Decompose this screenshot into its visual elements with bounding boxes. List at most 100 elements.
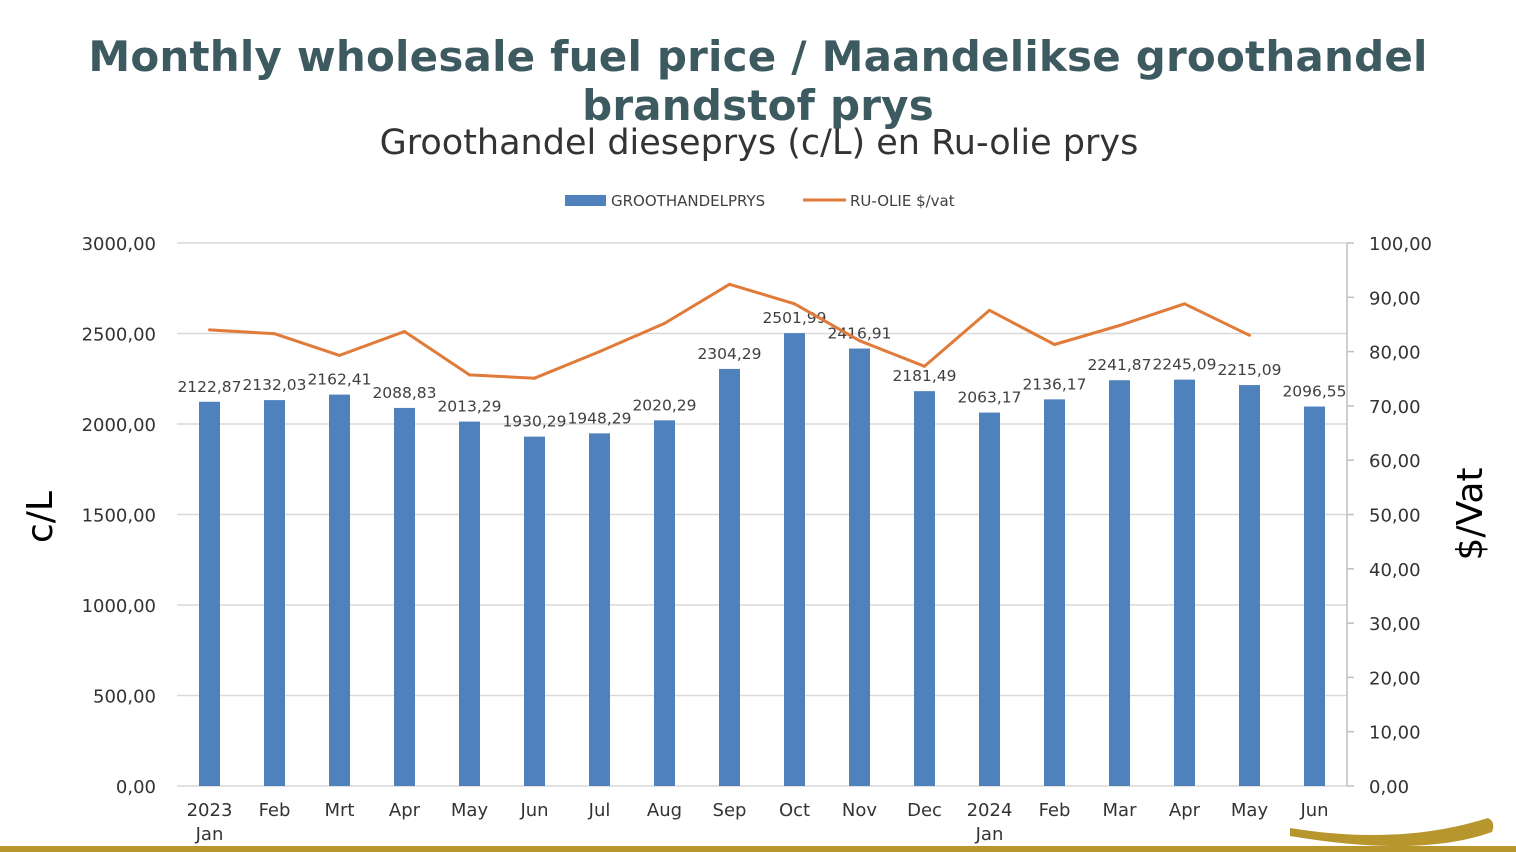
slide-title: Monthly wholesale fuel price / Maandelik… — [88, 32, 1428, 130]
line-point — [1248, 333, 1251, 337]
bar-data-label: 2013,29 — [437, 398, 501, 416]
bar — [199, 401, 220, 786]
bar — [264, 400, 285, 786]
bar — [914, 391, 935, 786]
bar-data-label: 2181,49 — [892, 367, 956, 385]
y2-tick-label: 50,00 — [1369, 506, 1421, 527]
bar-data-label: 2020,29 — [632, 396, 696, 414]
line-point — [468, 373, 471, 377]
bar — [459, 421, 480, 786]
line-point — [1118, 324, 1121, 328]
y-tick-label: 2500,00 — [82, 325, 156, 346]
bar — [394, 407, 415, 786]
x-tick-label: Jan — [975, 824, 1004, 845]
chart-title: Groothandel dieseprys (c/L) en Ru-olie p… — [380, 123, 1139, 163]
bar-data-label: 2088,83 — [372, 384, 436, 402]
bar — [979, 412, 1000, 786]
bar — [1239, 385, 1260, 786]
bar-data-label: 2416,91 — [827, 325, 891, 343]
y-axis-right: 0,00 10,00 20,00 30,00 40,00 50,00 60,00 70,00 8… — [1346, 234, 1432, 798]
y2-axis-title: $/Vat — [1450, 467, 1491, 560]
x-axis: 2023 Jan Feb Mrt Apr May Jun Jul Aug Sep Oct Nov Dec… — [187, 800, 1329, 845]
bar — [1304, 406, 1325, 786]
bar — [589, 433, 610, 786]
x-tick-label: May — [1231, 800, 1269, 821]
bar — [1044, 399, 1065, 786]
chart-legend: GROOTHANDELPRYS RU-OLIE $/vat — [565, 192, 955, 210]
y2-tick-label: 30,00 — [1369, 614, 1421, 635]
y-tick-label: 0,00 — [116, 777, 156, 798]
y2-tick-label: 10,00 — [1369, 723, 1421, 744]
legend-bar-swatch — [565, 195, 606, 206]
line-point — [1053, 343, 1056, 347]
bar — [784, 333, 805, 786]
x-tick-label: Jan — [195, 824, 224, 845]
y-axis-left: 0,00 500,00 1000,00 1500,00 2000,00 2500,00 30… — [82, 234, 156, 798]
x-tick-label: Aug — [647, 800, 682, 821]
line-series — [208, 282, 1251, 380]
line-point — [858, 339, 861, 343]
bar-data-label: 1948,29 — [567, 409, 631, 427]
chart-gridlines — [177, 242, 1347, 787]
line-point — [273, 332, 276, 336]
bar-data-label: 2132,03 — [242, 376, 306, 394]
line-point — [988, 308, 991, 312]
x-tick-label: Feb — [1039, 800, 1071, 821]
footer-bar — [0, 846, 1516, 852]
y2-tick-label: 90,00 — [1369, 288, 1421, 309]
x-tick-label: Feb — [259, 800, 291, 821]
x-tick-label: Jun — [1299, 800, 1328, 821]
y-tick-label: 3000,00 — [82, 234, 156, 255]
x-tick-label: Apr — [1169, 800, 1201, 821]
y-tick-label: 1000,00 — [82, 596, 156, 617]
x-tick-label: Jun — [519, 800, 548, 821]
y2-tick-label: 20,00 — [1369, 668, 1421, 689]
bar-data-label: 2122,87 — [177, 378, 241, 396]
bar-data-label: 2063,17 — [957, 389, 1021, 407]
y2-tick-label: 0,00 — [1369, 777, 1409, 798]
line-point — [1183, 302, 1186, 306]
y2-tick-label: 70,00 — [1369, 397, 1421, 418]
x-tick-label: Sep — [713, 800, 747, 821]
bar-data-label: 2162,41 — [307, 371, 371, 389]
bar — [719, 368, 740, 786]
bar — [1174, 379, 1195, 786]
line-point — [663, 321, 666, 325]
legend-line-label: RU-OLIE $/vat — [850, 192, 955, 210]
x-tick-label: Dec — [907, 800, 942, 821]
x-tick-label: Mar — [1103, 800, 1138, 821]
bar-series — [199, 333, 1325, 786]
footer-swoosh — [1290, 818, 1494, 847]
y-tick-label: 500,00 — [93, 687, 156, 708]
x-tick-label: Nov — [842, 800, 877, 821]
line-point — [793, 302, 796, 306]
bar — [1109, 380, 1130, 786]
x-tick-label: May — [451, 800, 489, 821]
x-group-label: 2023 — [187, 800, 233, 821]
y2-tick-label: 80,00 — [1369, 343, 1421, 364]
bar — [654, 420, 675, 786]
legend-bar-label: GROOTHANDELPRYS — [611, 192, 765, 210]
y-axis-title: c/L — [20, 491, 61, 543]
x-group-label: 2024 — [967, 800, 1013, 821]
y-tick-label: 1500,00 — [82, 506, 156, 527]
y2-tick-label: 100,00 — [1369, 234, 1432, 255]
line-point — [533, 376, 536, 380]
x-tick-label: Jul — [588, 800, 611, 821]
footer-decoration — [0, 818, 1516, 852]
bar — [524, 436, 545, 786]
line-point — [923, 364, 926, 368]
bar — [329, 394, 350, 786]
bar-data-label: 2304,29 — [697, 345, 761, 363]
y2-tick-label: 40,00 — [1369, 560, 1421, 581]
line-point — [728, 282, 731, 286]
y2-tick-label: 60,00 — [1369, 451, 1421, 472]
bar-data-labels: 2122,87 2132,03 2162,412088,832013,291930,… — [177, 309, 1346, 430]
x-tick-label: Mrt — [325, 800, 355, 821]
x-tick-label: Oct — [779, 800, 810, 821]
bar-data-label: 2245,09 — [1152, 356, 1216, 374]
bar-data-label: 2215,09 — [1217, 361, 1281, 379]
bar — [849, 348, 870, 786]
line-point — [598, 350, 601, 354]
